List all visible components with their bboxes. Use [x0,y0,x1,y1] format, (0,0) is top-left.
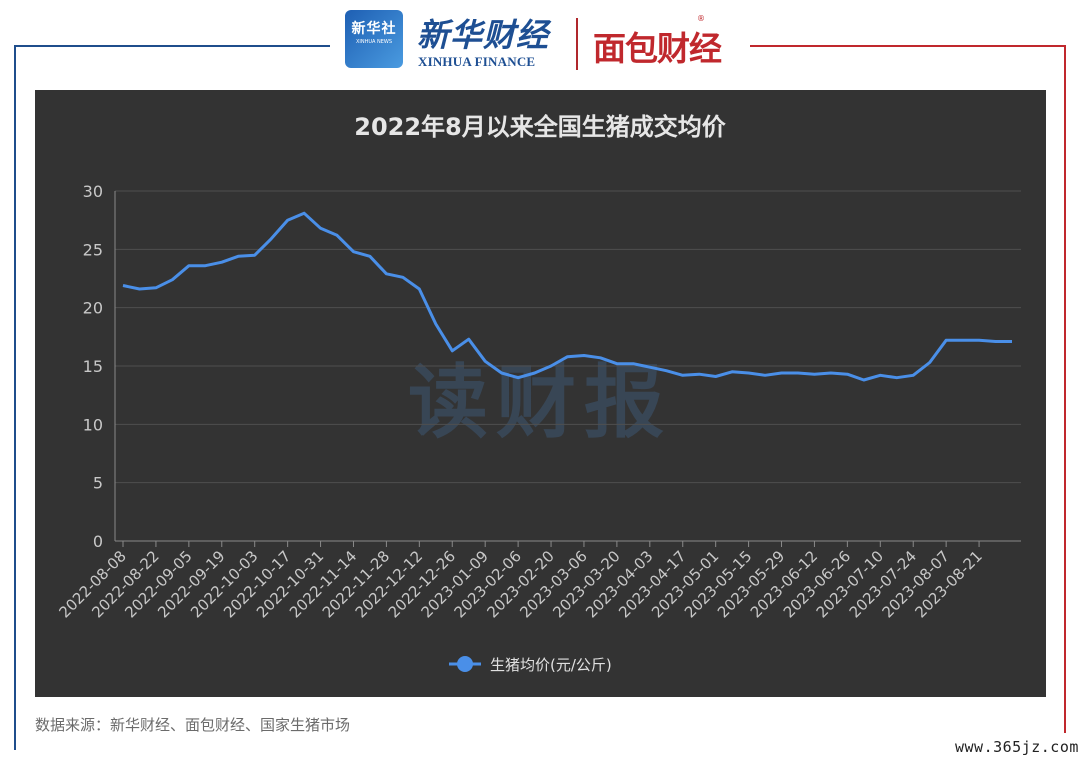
y-tick-label: 25 [83,240,103,259]
data-point[interactable] [533,371,537,375]
grid-lines [115,190,1021,484]
data-point[interactable] [664,369,668,373]
data-point[interactable] [401,275,405,279]
data-point[interactable] [368,254,372,258]
data-point[interactable] [319,226,323,230]
data-point[interactable] [994,340,998,344]
chart-title: 2022年8月以来全国生猪成交均价 [354,113,726,141]
data-point[interactable] [203,264,207,268]
data-point[interactable] [154,286,158,290]
y-tick-label: 20 [83,299,103,318]
data-point[interactable] [253,253,257,257]
legend-label: 生猪均价(元/公斤) [490,656,612,674]
y-tick-label: 30 [83,182,103,201]
data-point[interactable] [648,365,652,369]
data-point[interactable] [730,370,734,374]
data-point[interactable] [236,254,240,258]
data-point[interactable] [269,237,273,241]
data-point[interactable] [681,373,685,377]
site-watermark: www.365jz.com [955,738,1079,756]
data-point[interactable] [516,376,520,380]
frame-top-left-rule [14,45,330,47]
data-point[interactable] [450,349,454,353]
data-point[interactable] [137,287,141,291]
data-point[interactable] [467,337,471,341]
y-tick-label: 15 [83,357,103,376]
legend[interactable]: 生猪均价(元/公斤) [449,656,612,674]
data-point[interactable] [944,338,948,342]
frame-right-rule [1064,45,1066,733]
data-point[interactable] [631,362,635,366]
header-logos: 新华社 XINHUA NEWS 新华财经 XINHUA FINANCE 面包财经… [345,8,745,74]
y-axis: 0 5 10 15 20 25 30 [83,182,116,551]
xinhua-finance-brand-en: XINHUA FINANCE [418,54,536,69]
legend-marker [457,656,473,672]
data-point[interactable] [911,373,915,377]
data-point[interactable] [1010,340,1014,344]
y-tick-label: 5 [93,474,103,493]
data-point[interactable] [220,260,224,264]
y-tick-label: 0 [93,532,103,551]
data-point[interactable] [500,371,504,375]
data-point[interactable] [351,250,355,254]
data-point[interactable] [302,211,306,215]
data-point[interactable] [121,284,125,288]
data-point[interactable] [862,378,866,382]
data-point[interactable] [483,359,487,363]
xinhua-finance-brand: 新华财经 [417,16,550,54]
data-point[interactable] [714,375,718,379]
data-point[interactable] [878,373,882,377]
data-point[interactable] [895,376,899,380]
data-point[interactable] [286,218,290,222]
data-point[interactable] [763,373,767,377]
data-point[interactable] [417,287,421,291]
data-source-note: 数据来源：新华财经、面包财经、国家生猪市场 [35,716,351,734]
series-layer [121,211,1014,382]
data-point[interactable] [747,371,751,375]
registered-mark: ® [697,14,705,23]
data-point[interactable] [170,278,174,282]
xinhua-news-logo-subtext: XINHUA NEWS [355,39,393,45]
y-tick-label: 10 [83,415,103,434]
data-point[interactable] [845,372,849,376]
data-point[interactable] [187,264,191,268]
frame-top-right-rule [750,45,1066,47]
chart-panel: 2022年8月以来全国生猪成交均价 读财报 0 5 10 15 20 25 30 2022-… [35,90,1046,697]
data-point[interactable] [928,361,932,365]
data-point[interactable] [780,371,784,375]
data-point[interactable] [549,364,553,368]
xinhua-news-logo-text: 新华社 [351,21,397,37]
data-point[interactable] [977,338,981,342]
data-point[interactable] [829,371,833,375]
data-point[interactable] [961,338,965,342]
x-axis: 2022-08-082022-08-222022-09-052022-09-19… [55,540,1021,621]
data-point[interactable] [615,362,619,366]
data-point[interactable] [335,233,339,237]
data-point[interactable] [697,372,701,376]
data-point[interactable] [598,356,602,360]
data-point[interactable] [796,371,800,375]
data-point[interactable] [566,355,570,359]
data-point[interactable] [582,354,586,358]
brand-divider [576,18,578,70]
data-point[interactable] [384,272,388,276]
data-point[interactable] [812,372,816,376]
data-point[interactable] [434,322,438,326]
series-line[interactable] [122,211,1012,382]
frame-left-rule [14,45,16,750]
mianbao-finance-brand: 面包财经 [593,29,722,68]
xinhua-news-logo: 新华社 XINHUA NEWS [345,10,403,68]
